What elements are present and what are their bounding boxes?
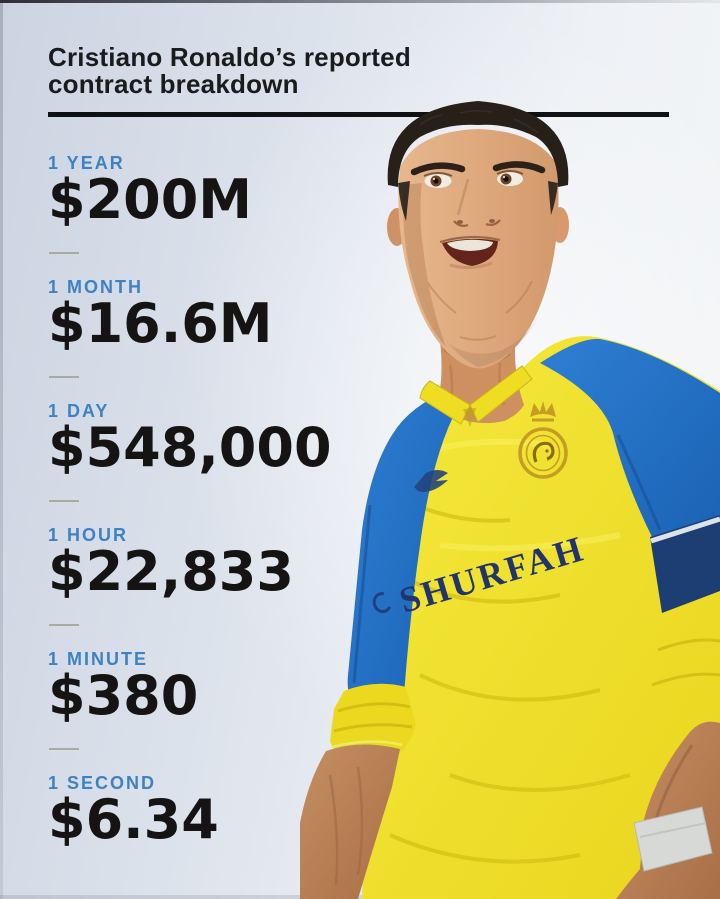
left-edge-shade [0,0,3,899]
period-label: 1 SECOND [48,773,157,793]
row-divider [49,500,79,502]
right-sleeve [540,338,720,541]
amount-value: $548,000 [48,416,332,479]
right-sleeve-cuff [651,638,720,687]
jersey-wrinkles [389,493,631,864]
head [387,101,569,369]
title-line-1: Cristiano Ronaldo’s reported [48,42,411,72]
eyes [423,170,524,188]
period-label: 1 MINUTE [48,649,149,669]
nose [453,178,501,227]
row-divider [49,624,79,626]
title-underline [48,112,669,117]
breakdown-row: 1 MONTH $16.6M [48,252,332,351]
amount-value: $380 [48,664,199,727]
ronaldo-photo: SHURFAH [296,75,720,899]
amount-value: $16.6M [48,292,273,355]
bottom-edge-shade [0,895,720,899]
period-label: 1 DAY [48,401,110,421]
captain-armband [650,515,720,613]
hair-texture [419,109,539,134]
row-divider [49,252,79,254]
breakdown-row: 1 MINUTE $380 [48,624,332,723]
top-edge-bar [0,0,720,3]
sponsor-partial-glyph [372,592,392,614]
breakdown-row: 1 YEAR $200M [48,153,332,227]
wristband [633,806,713,872]
left-forearm [296,744,400,899]
title-line-2: contract breakdown [48,69,299,99]
row-divider [49,748,79,750]
breakdown-row: 1 DAY $548,000 [48,376,332,475]
breakdown-row: 1 HOUR $22,833 [48,500,332,599]
period-label: 1 MONTH [48,277,143,297]
contract-breakdown-list: 1 YEAR $200M 1 MONTH $16.6M 1 DAY $548,0… [48,153,332,847]
row-divider [49,376,79,378]
breakdown-row: 1 SECOND $6.34 [48,748,332,847]
amount-value: $6.34 [48,788,219,851]
mouth [439,236,501,270]
page-title: Cristiano Ronaldo’s reported contract br… [48,44,669,98]
club-crest-icon [518,401,568,479]
period-label: 1 HOUR [48,525,129,545]
collar [419,365,533,427]
kit-brand-logo-icon [414,470,448,492]
period-label: 1 YEAR [48,153,125,173]
amount-value: $22,833 [48,540,294,603]
amount-value: $200M [48,168,253,231]
header: Cristiano Ronaldo’s reported contract br… [48,44,669,117]
hair [387,101,569,187]
left-sleeve [347,389,458,707]
eyebrows [410,161,546,176]
